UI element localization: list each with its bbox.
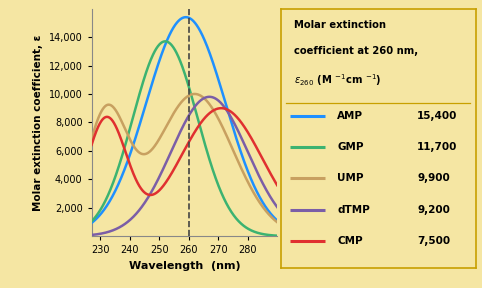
Text: coefficient at 260 nm,: coefficient at 260 nm, — [294, 46, 418, 56]
Text: dTMP: dTMP — [337, 204, 370, 215]
Text: 11,700: 11,700 — [417, 142, 457, 152]
Text: UMP: UMP — [337, 173, 363, 183]
Text: AMP: AMP — [337, 111, 363, 121]
Text: 15,400: 15,400 — [417, 111, 457, 121]
Text: 7,500: 7,500 — [417, 236, 450, 246]
Text: 9,900: 9,900 — [417, 173, 450, 183]
Text: 9,200: 9,200 — [417, 204, 450, 215]
Y-axis label: Molar extinction coefficient, ε: Molar extinction coefficient, ε — [33, 34, 43, 211]
Text: Molar extinction: Molar extinction — [294, 20, 386, 30]
X-axis label: Wavelength  (nm): Wavelength (nm) — [129, 261, 240, 271]
Text: GMP: GMP — [337, 142, 363, 152]
Text: $\epsilon_{260}$ (M $^{-1}$cm $^{-1}$): $\epsilon_{260}$ (M $^{-1}$cm $^{-1}$) — [294, 72, 382, 88]
Text: CMP: CMP — [337, 236, 363, 246]
